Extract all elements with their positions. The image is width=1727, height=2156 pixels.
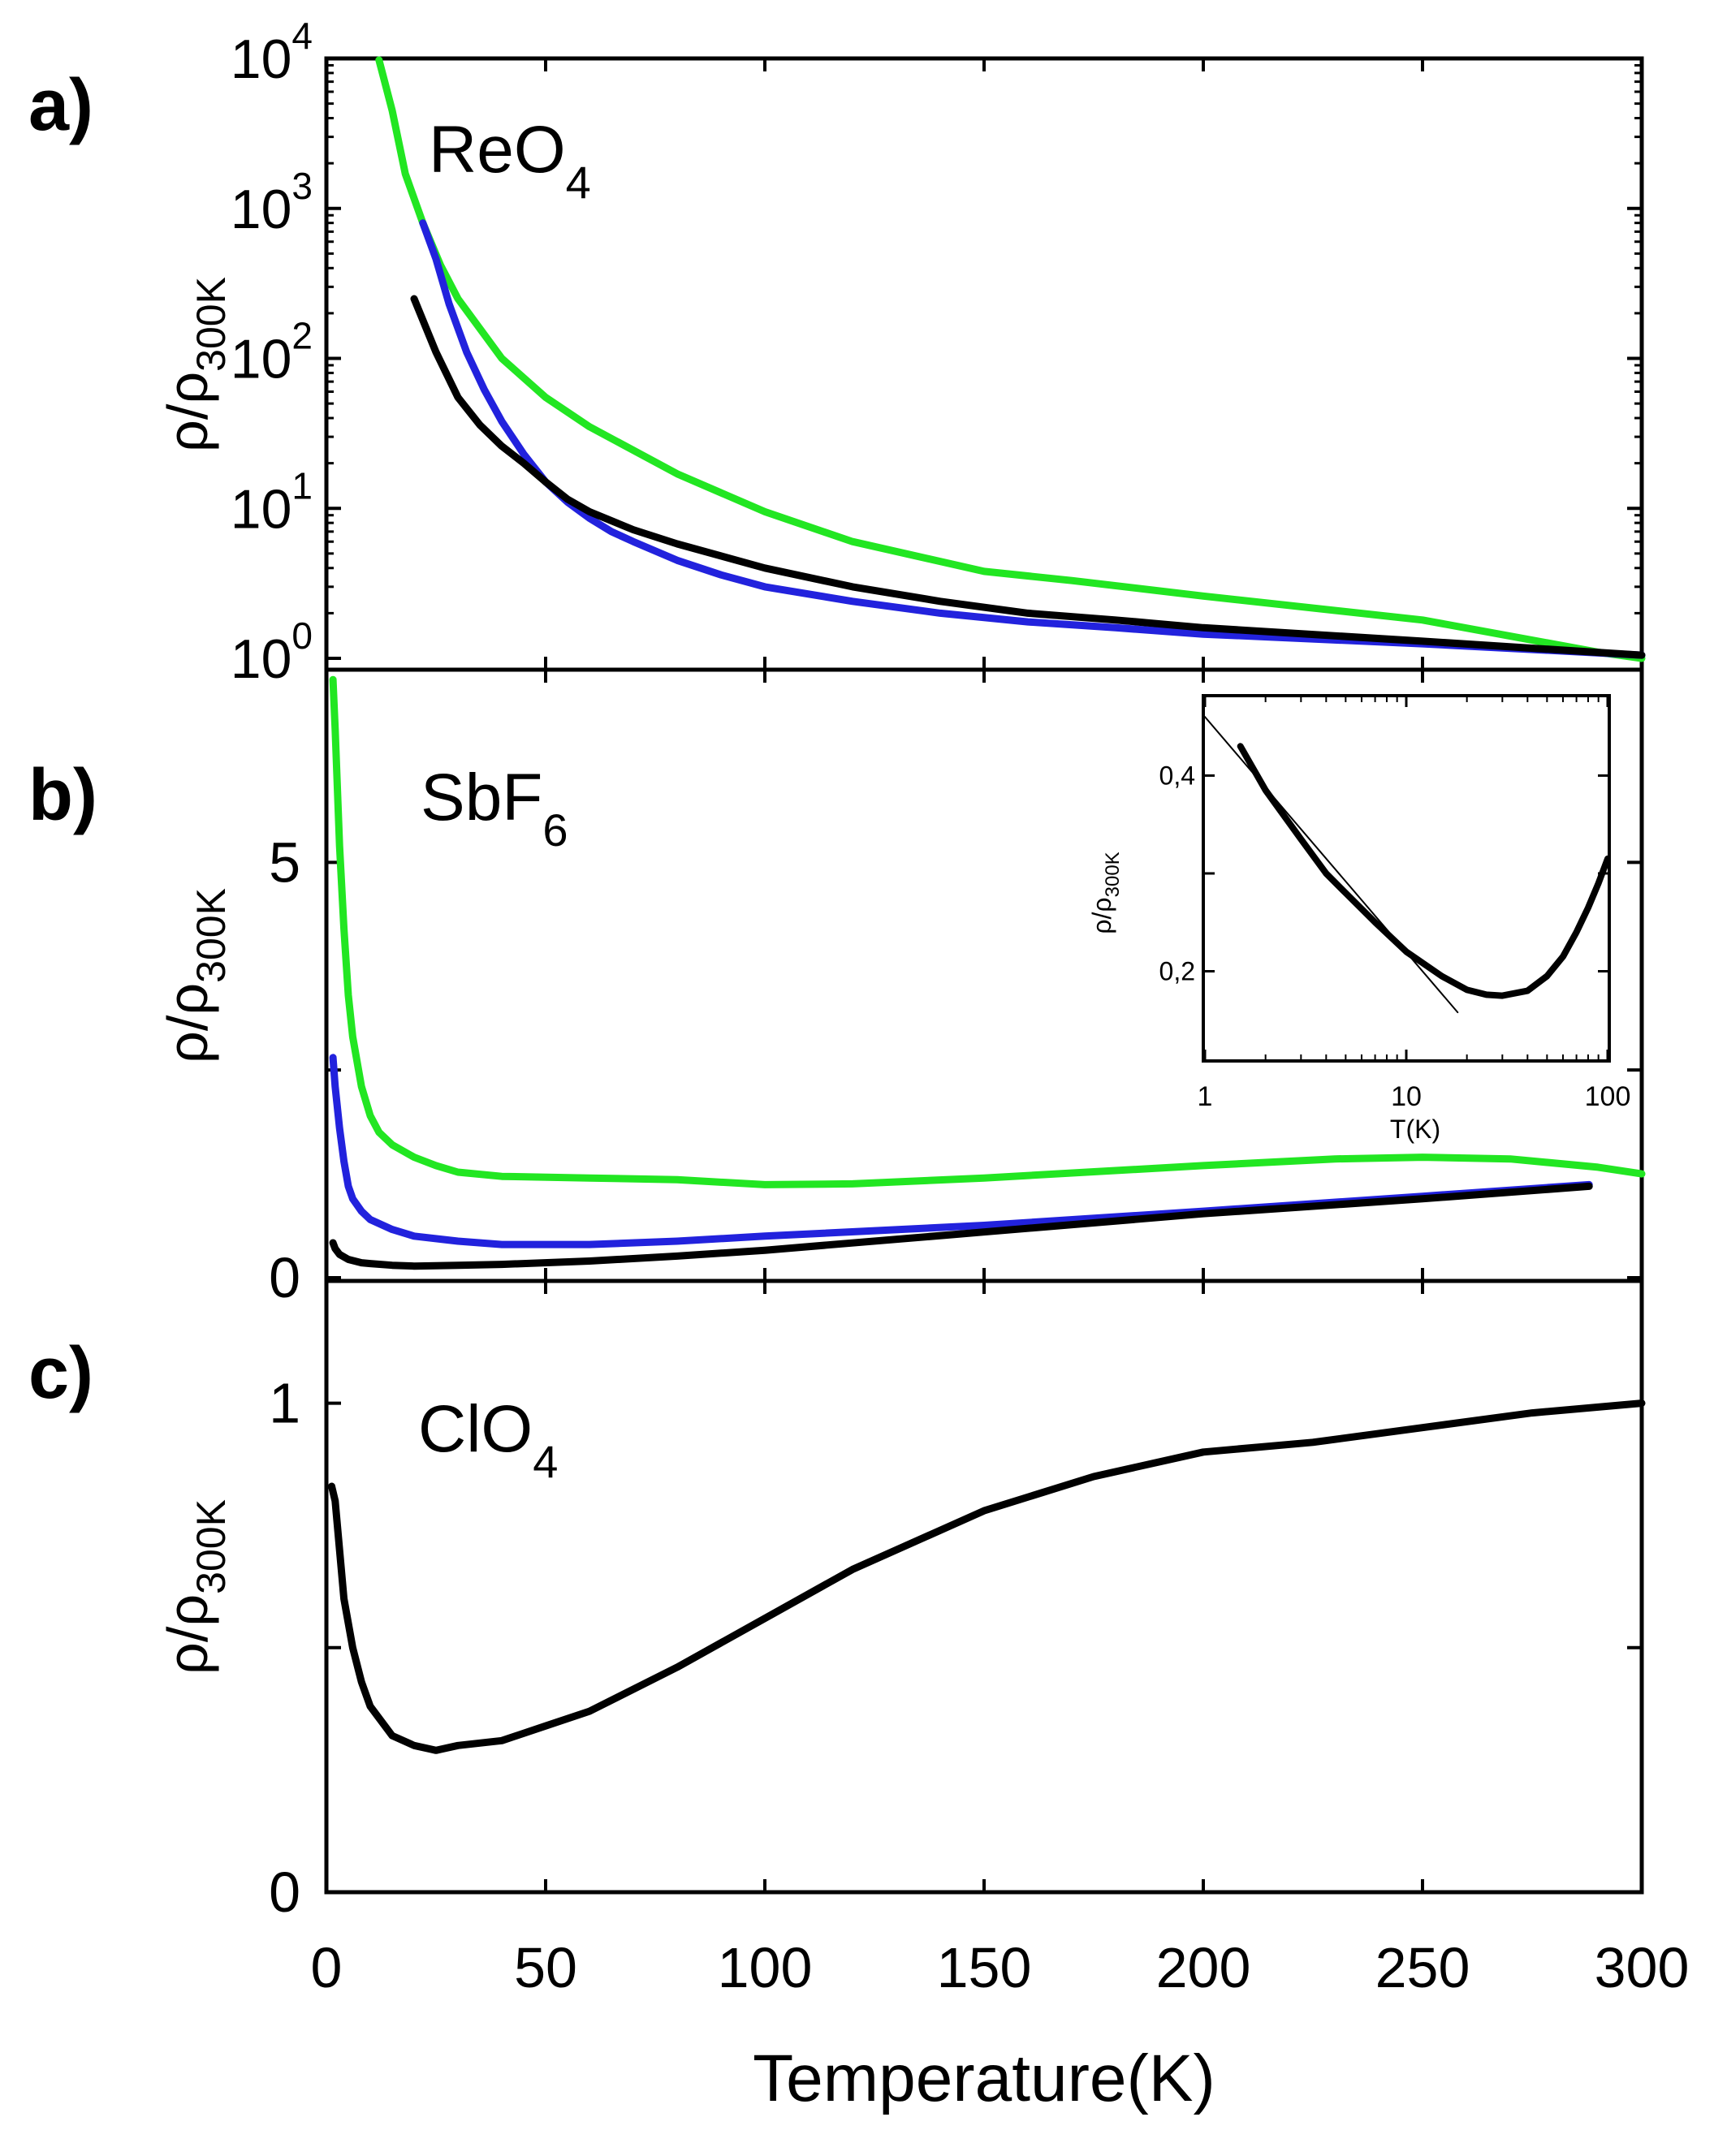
x-tick-label-50: 50 [514,1936,577,1999]
y-tick-label-b-5: 5 [269,830,300,894]
inset-x-tick-label-100: 100 [1585,1081,1631,1112]
series-a-blue [419,219,1646,659]
inset-ylabel: ρ/ρ300K [1087,852,1124,934]
inset-series-fit [1204,716,1459,1014]
panel-a-label: ReO4 [429,113,591,208]
panel-c-frame [324,1279,1644,1895]
series-c-black [328,1399,1646,1754]
panel-c-ylabel: ρ/ρ300K [156,1499,234,1675]
y-tick-label-a-4: 104 [231,15,313,90]
panel-b-label: SbF6 [421,761,568,856]
inset-x-tick-label-1: 1 [1198,1081,1213,1112]
inset-series-data [1237,743,1611,999]
x-tick-label-150: 150 [937,1936,1032,1999]
y-tick-label-a-3: 103 [231,165,313,240]
inset-y-tick-label-1: 0,4 [1159,761,1195,790]
series-b-blue [329,1054,1593,1248]
series-b-black [329,1182,1593,1270]
inset-x-tick-label-10: 10 [1391,1081,1422,1112]
x-tick-label-300: 300 [1595,1936,1690,1999]
series-a-green [375,56,1646,662]
y-tick-label-c-1: 1 [269,1372,300,1435]
panel-b-ylabel: ρ/ρ300K [156,888,234,1063]
panel-a-tag: a) [28,65,93,146]
inset-frame [1202,694,1611,1063]
y-tick-label-a-0: 100 [231,614,313,690]
x-tick-label-0: 0 [311,1936,343,1999]
series-a-black [410,295,1646,659]
curves-layer [328,56,1646,1754]
x-tick-label-250: 250 [1375,1936,1470,1999]
x-tick-label-100: 100 [718,1936,813,1999]
panel-c-tag: c) [28,1333,93,1414]
inset-y-tick-label-0: 0,2 [1159,957,1195,986]
inset-layer: 1 10 100 0,2 0,4 [1159,697,1631,1112]
y-tick-label-b-0: 0 [269,1246,300,1309]
y-tick-label-a-1: 101 [231,464,313,540]
inset-xlabel: T(K) [1390,1115,1440,1144]
series-b-green [329,675,1646,1188]
panel-b-tag: b) [28,755,97,836]
y-tick-label-a-2: 102 [231,315,313,390]
y-tick-label-c-0: 0 [269,1861,300,1924]
panel-a-ylabel: ρ/ρ300K [156,277,234,452]
x-tick-label-200: 200 [1156,1936,1251,1999]
x-axis-title: Temperature(K) [753,2042,1215,2115]
panel-c-label: ClO4 [418,1392,558,1487]
